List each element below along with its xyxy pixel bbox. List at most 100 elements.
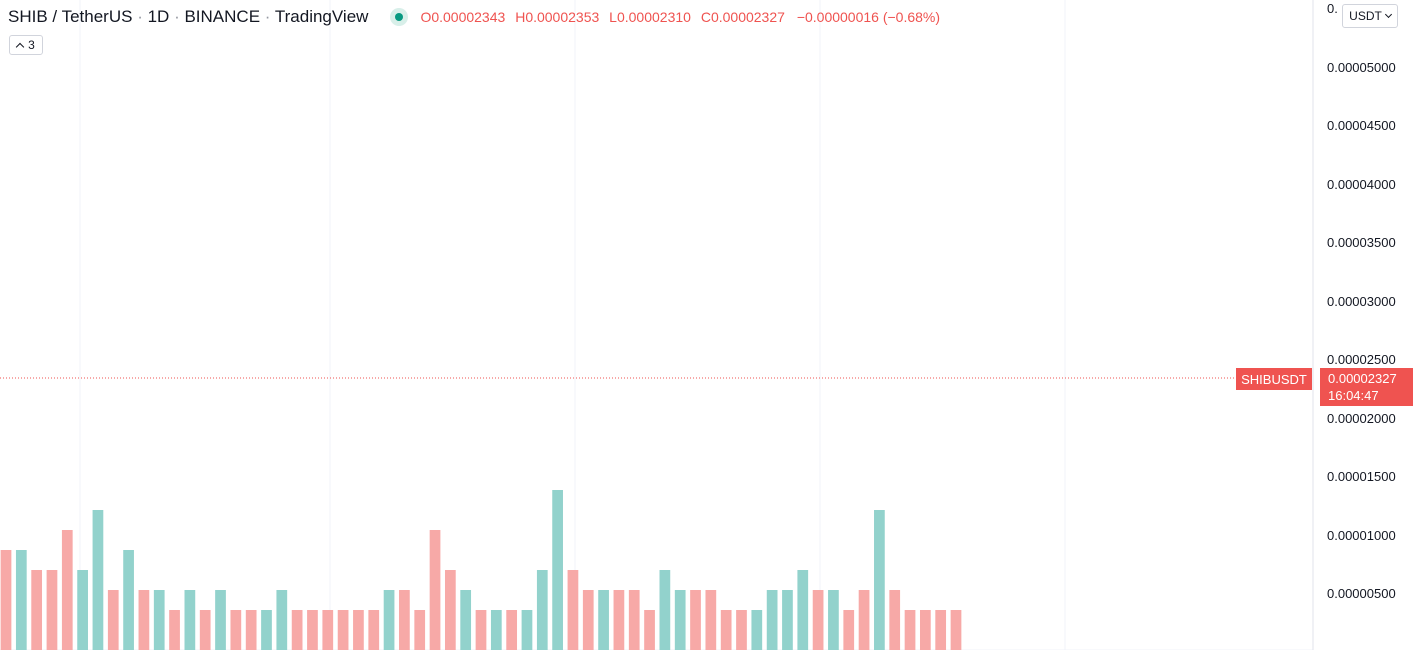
quote-currency-select[interactable]: USDT: [1342, 4, 1398, 28]
price-tick: 0.00003000: [1327, 294, 1396, 309]
chart-legend[interactable]: SHIB / TetherUS · 1D · BINANCE · Trading…: [8, 6, 940, 28]
price-tick: 0.00004500: [1327, 118, 1396, 133]
volume-bar: [261, 610, 272, 650]
symbol-quote: TetherUS: [61, 7, 133, 26]
volume-bar: [935, 610, 947, 650]
symbol-price-tag: SHIBUSDT: [1236, 368, 1312, 390]
volume-bar: [444, 570, 456, 650]
open-label: O: [420, 9, 432, 25]
volume-bar: [552, 490, 563, 650]
exchange-label: BINANCE: [184, 7, 261, 26]
volume-bar: [797, 570, 809, 650]
volume-bar: [475, 610, 487, 650]
close-value: 0.00002327: [710, 9, 785, 25]
low-value: 0.00002310: [616, 9, 691, 25]
price-tick: 0.00002500: [1327, 352, 1396, 367]
volume-bars: [0, 490, 962, 650]
volume-bar: [31, 570, 43, 650]
volume-bar: [828, 590, 839, 650]
volume-bar: [429, 530, 441, 650]
volume-bar: [521, 610, 533, 650]
volume-bar: [628, 590, 640, 650]
volume-bar: [322, 610, 334, 650]
last-price-tag: 0.00002327 16:04:47: [1320, 368, 1413, 406]
volume-bar: [153, 590, 165, 650]
high-value: 0.00002353: [525, 9, 600, 25]
symbol-separator: /: [52, 7, 58, 26]
volume-bar: [751, 610, 763, 650]
volume-bar: [184, 590, 196, 650]
volume-bar: [812, 590, 824, 650]
volume-bar: [506, 610, 518, 650]
change-value: −0.00000016 (−0.68%): [796, 9, 941, 25]
volume-bar: [399, 590, 410, 650]
volume-bar: [659, 570, 671, 650]
volume-bar: [858, 590, 870, 650]
price-tick: 0.00002000: [1327, 411, 1396, 426]
volume-bar: [598, 590, 609, 650]
price-tick-top: 0.: [1327, 1, 1338, 16]
platform-label: TradingView: [274, 7, 369, 26]
volume-bar: [77, 570, 88, 650]
volume-bar: [46, 570, 58, 650]
volume-bar: [904, 610, 916, 650]
indicators-toggle-button[interactable]: 3: [9, 35, 43, 55]
volume-bar: [230, 610, 242, 650]
volume-bar: [307, 610, 318, 650]
volume-bar: [950, 610, 962, 650]
volume-bar: [674, 590, 686, 650]
volume-bar: [337, 610, 349, 650]
chevron-up-icon: [15, 42, 25, 51]
volume-bar: [138, 590, 150, 650]
indicators-count: 3: [28, 38, 35, 52]
volume-bar: [705, 590, 717, 650]
low-label: L: [609, 9, 617, 25]
volume-bar: [276, 590, 288, 650]
volume-bar: [919, 610, 931, 650]
volume-bar: [490, 610, 502, 650]
volume-bar: [889, 590, 901, 650]
grid-lines: [0, 0, 1313, 650]
price-tick: 0.00003500: [1327, 235, 1396, 250]
symbol-title[interactable]: SHIB / TetherUS · 1D · BINANCE · Trading…: [8, 7, 368, 27]
price-tick: 0.00004000: [1327, 177, 1396, 192]
volume-bar: [92, 510, 104, 650]
price-tick: 0.00005000: [1327, 60, 1396, 75]
volume-bar: [123, 550, 134, 650]
price-axis[interactable]: 0. 0.00005000 0.00004500 0.00004000 0.00…: [1327, 1, 1396, 601]
bar-countdown: 16:04:47: [1328, 388, 1379, 403]
volume-bar: [353, 610, 364, 650]
volume-bar: [245, 610, 257, 650]
volume-bar: [199, 610, 211, 650]
volume-bar: [291, 610, 303, 650]
volume-bar: [368, 610, 380, 650]
volume-bar: [460, 590, 472, 650]
volume-bar: [782, 590, 793, 650]
volume-bar: [414, 610, 426, 650]
volume-bar: [536, 570, 548, 650]
price-tick: 0.00001500: [1327, 469, 1396, 484]
ohlc-values: O0.00002343 H0.00002353 L0.00002310 C0.0…: [420, 9, 940, 25]
volume-bar: [0, 550, 12, 650]
market-status-icon[interactable]: [390, 8, 409, 26]
volume-bar: [736, 610, 747, 650]
volume-bar: [613, 590, 625, 650]
volume-bar: [169, 610, 180, 650]
close-label: C: [700, 9, 711, 25]
chevron-down-icon: [1384, 10, 1392, 19]
last-price-value: 0.00002327: [1328, 371, 1397, 386]
interval-label: 1D: [147, 7, 170, 26]
volume-bar: [567, 570, 579, 650]
volume-bar: [690, 590, 701, 650]
legend-dot: ·: [174, 7, 180, 26]
price-tick: 0.00000500: [1327, 586, 1396, 601]
volume-bar: [720, 610, 732, 650]
open-value: 0.00002343: [431, 9, 506, 25]
volume-bar: [61, 530, 73, 650]
price-tick: 0.00001000: [1327, 528, 1396, 543]
high-label: H: [515, 9, 526, 25]
volume-bar: [582, 590, 594, 650]
volume-bar: [766, 590, 778, 650]
quote-currency-value: USDT: [1349, 9, 1382, 23]
